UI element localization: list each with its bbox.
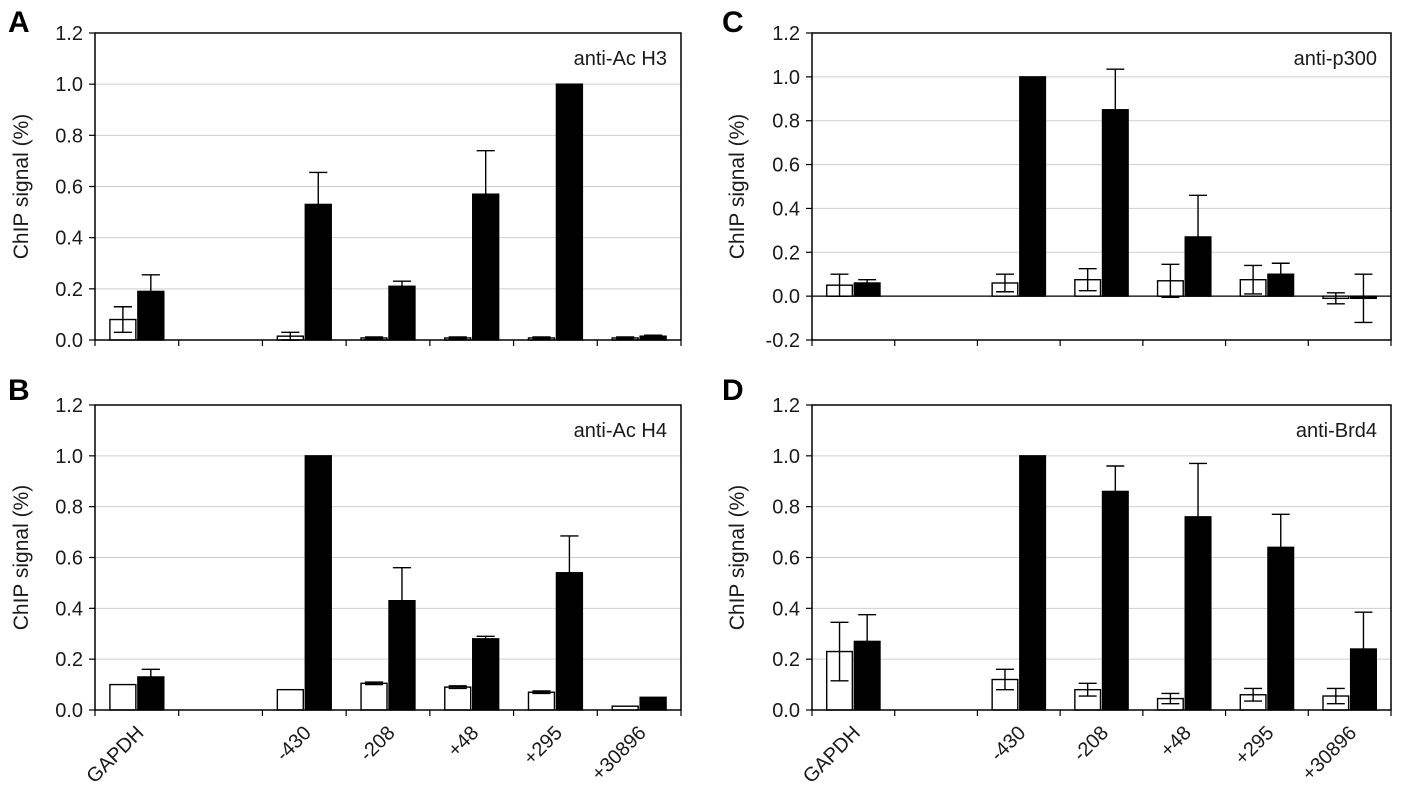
category-label: +48 (444, 722, 484, 762)
plot-frame (811, 404, 1392, 711)
y-tick-label: 1.2 (55, 395, 83, 417)
bar-filled (555, 83, 584, 341)
category-label: +48 (1156, 722, 1196, 762)
panel-title: anti-Ac H3 (574, 48, 667, 70)
y-tick-label: 1.0 (55, 74, 83, 96)
y-tick-label: 0.8 (55, 497, 83, 519)
y-tick-label: 1.2 (772, 23, 800, 45)
category-label: -208 (356, 722, 400, 766)
panel-letter: A (8, 6, 30, 39)
category-label: -430 (986, 722, 1030, 766)
bar-filled (1101, 490, 1129, 711)
y-tick-label: 0.8 (55, 125, 83, 147)
bar-filled (137, 290, 165, 341)
y-tick-label: 1.0 (772, 446, 800, 468)
y-tick-label: 0.0 (772, 700, 800, 722)
category-label: GAPDH (799, 722, 865, 788)
y-tick-label: 0.4 (55, 598, 83, 620)
category-label: +295 (1231, 722, 1278, 769)
panel-letter: D (722, 374, 744, 407)
y-tick-label: 0.6 (55, 177, 83, 199)
bar-filled (1019, 76, 1047, 297)
plot-frame (94, 404, 682, 711)
category-label: -430 (272, 722, 316, 766)
y-axis-label: ChIP signal (%) (10, 114, 33, 260)
y-tick-label: 1.0 (772, 67, 800, 89)
y-tick-label: 1.0 (55, 446, 83, 468)
bar-filled (304, 455, 332, 711)
y-tick-label: -0.2 (766, 330, 800, 352)
y-tick-label: 0.2 (772, 242, 800, 264)
y-tick-label: 0.0 (55, 330, 83, 352)
bar-open (527, 691, 556, 711)
bar-filled (1349, 648, 1377, 711)
y-axis-label: ChIP signal (%) (726, 485, 749, 631)
panel-c: -0.2 0.0 0.2 0.4 0.6 0.8 1.0 1.2 anti-p300 C ChIP … (722, 6, 1392, 352)
panel-title: anti-p300 (1294, 48, 1377, 70)
y-tick-label: 0.4 (772, 198, 800, 220)
y-tick-label: 1.2 (55, 23, 83, 45)
bar-filled (304, 203, 332, 341)
category-label: +30896 (1298, 722, 1361, 785)
y-tick-label: 0.8 (772, 111, 800, 133)
bar-filled (853, 640, 881, 711)
y-tick-label: 0.0 (772, 286, 800, 308)
y-tick-label: 0.6 (55, 548, 83, 570)
bar-open (276, 688, 304, 711)
y-tick-label: 0.6 (772, 548, 800, 570)
y-axis-label: ChIP signal (%) (726, 114, 749, 260)
bar-filled (472, 193, 500, 341)
bar-filled (388, 600, 416, 711)
bar-open (109, 683, 137, 711)
y-tick-label: 1.2 (772, 395, 800, 417)
category-label: +295 (520, 722, 567, 769)
y-tick-label: 0.6 (772, 155, 800, 177)
panel-letter: C (722, 6, 744, 39)
bar-open (360, 682, 388, 711)
bar-filled (1019, 455, 1047, 711)
bar-filled (1184, 516, 1212, 711)
y-axis-label: ChIP signal (%) (10, 485, 33, 631)
y-tick-label: 0.4 (55, 228, 83, 250)
panel-title: anti-Brd4 (1296, 420, 1377, 442)
y-tick-label: 0.2 (55, 279, 83, 301)
bar-filled (639, 696, 667, 711)
panel-title: anti-Ac H4 (574, 420, 667, 442)
plot-frame (811, 32, 1392, 341)
y-tick-label: 0.2 (772, 649, 800, 671)
panel-a: 0.0 0.2 0.4 0.6 0.8 1.0 1.2 anti-Ac H3 A ChIP sig… (8, 6, 682, 352)
bar-open (444, 686, 472, 711)
category-label: +30896 (588, 722, 651, 785)
plot-frame (94, 32, 682, 341)
bar-filled (555, 572, 584, 711)
bar-filled (1267, 546, 1295, 711)
bar-filled (137, 676, 165, 711)
category-label: -208 (1069, 722, 1113, 766)
category-label: GAPDH (83, 722, 149, 788)
y-tick-label: 0.0 (55, 700, 83, 722)
panel-b: 0.0 0.2 0.4 0.6 0.8 1.0 1.2 anti-Ac H4 B ChIP sig… (8, 374, 682, 788)
bar-filled (388, 285, 416, 341)
y-tick-label: 0.2 (55, 649, 83, 671)
bar-filled (472, 638, 500, 711)
y-tick-label: 0.4 (772, 598, 800, 620)
y-tick-label: 0.8 (772, 497, 800, 519)
panel-d: 0.0 0.2 0.4 0.6 0.8 1.0 1.2 anti-Brd4 D ChIP sign… (722, 374, 1392, 788)
panel-letter: B (8, 374, 30, 407)
